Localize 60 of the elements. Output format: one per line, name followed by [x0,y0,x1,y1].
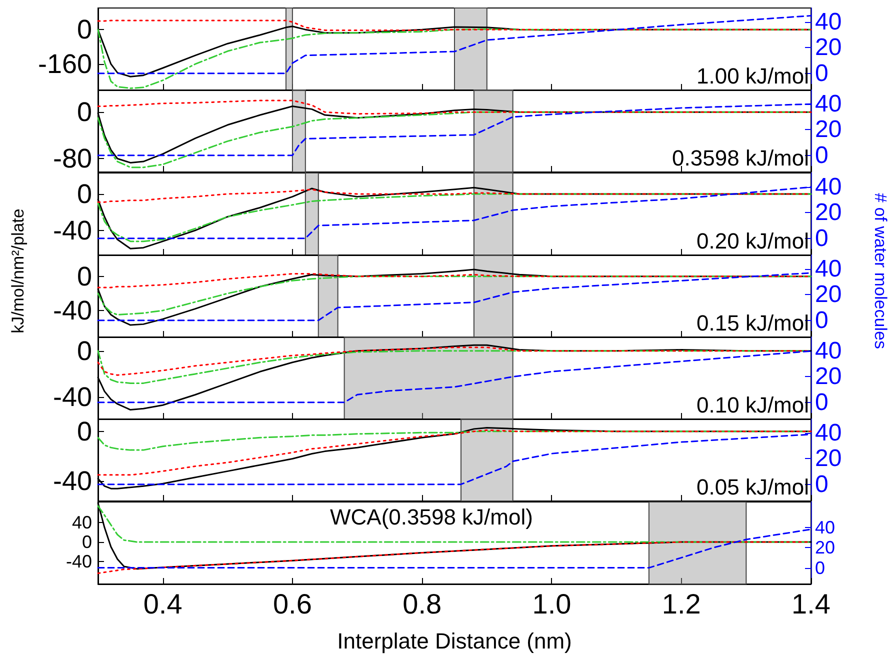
x-tick-label: 0.8 [402,588,442,620]
annotation: 0.10 kJ/mol [696,392,810,418]
x-tick-label: 1.0 [532,588,572,620]
y-tick-label: 0 [76,97,92,128]
x-tick-label: 1.4 [792,588,830,620]
y-tick-label: 0 [76,416,92,447]
line-series [97,112,812,168]
annotation: 0.20 kJ/mol [696,228,810,254]
y2-tick-label: 0 [815,558,826,578]
y2-tick-label: 0 [815,471,828,498]
y-tick-label: 40 [72,512,92,532]
y2-tick-label: 20 [815,446,842,473]
y2-tick-label: 20 [815,198,842,226]
y2-tick-label: 40 [815,8,842,36]
y2-tick-label: 20 [815,537,836,558]
y-tick-label: 0 [76,14,92,45]
y2-tick-label: 20 [815,34,842,62]
line-series [97,431,812,452]
y2-tick-label: 40 [815,90,842,118]
x-axis-title: Interplate Distance (nm) [337,628,572,654]
y2-tick-label: 0 [815,224,828,252]
annotation: 1.00 kJ/mol [696,64,810,88]
line-series [97,20,812,31]
annotation: WCA(0.3598 kJ/mol) [330,504,533,530]
y2-tick-label: 20 [815,363,842,390]
y-tick-label: 0 [82,532,92,552]
y2-tick-label: 40 [815,517,836,538]
y-tick-label: 0 [76,261,92,292]
y-tick-label: 0 [76,178,92,209]
y-axis-title: kJ/mol/nm²/plate [8,208,28,334]
y-tick-label: -40 [52,466,92,497]
y2-tick-label: 0 [815,306,828,334]
x-tick-label: 1.2 [662,588,701,620]
y2-tick-label: 40 [815,255,842,282]
x-tick-label: 0.6 [272,588,312,620]
y-tick-label: -40 [52,295,92,326]
y2-tick-label: 0 [815,142,828,170]
y2-tick-label: 0 [815,60,828,87]
annotation: 0.05 kJ/mol [696,474,810,500]
line-series [97,275,812,316]
y2-tick-label: 20 [815,116,842,144]
y2-tick-label: 40 [815,420,842,448]
line-series [97,430,812,476]
y2-tick-label: 40 [815,173,842,200]
annotation: 0.15 kJ/mol [696,310,810,336]
annotation: 0.3598 kJ/mol [672,146,810,171]
line-series [97,350,812,384]
y-tick-label: -40 [52,382,92,412]
y-tick-label: 0 [76,336,92,366]
line-series [97,504,812,542]
y2-tick-label: 20 [815,281,842,308]
y-tick-label: -40 [66,551,92,572]
y-tick-label: -40 [52,214,92,245]
y-tick-label: -80 [52,144,92,174]
y2-axis-title: # of water molecules [870,193,890,350]
y2-tick-label: 0 [815,388,828,416]
line-series [97,100,812,115]
x-tick-label: 0.4 [143,588,182,620]
y2-tick-label: 40 [815,338,842,365]
y-tick-label: -160 [38,49,92,80]
